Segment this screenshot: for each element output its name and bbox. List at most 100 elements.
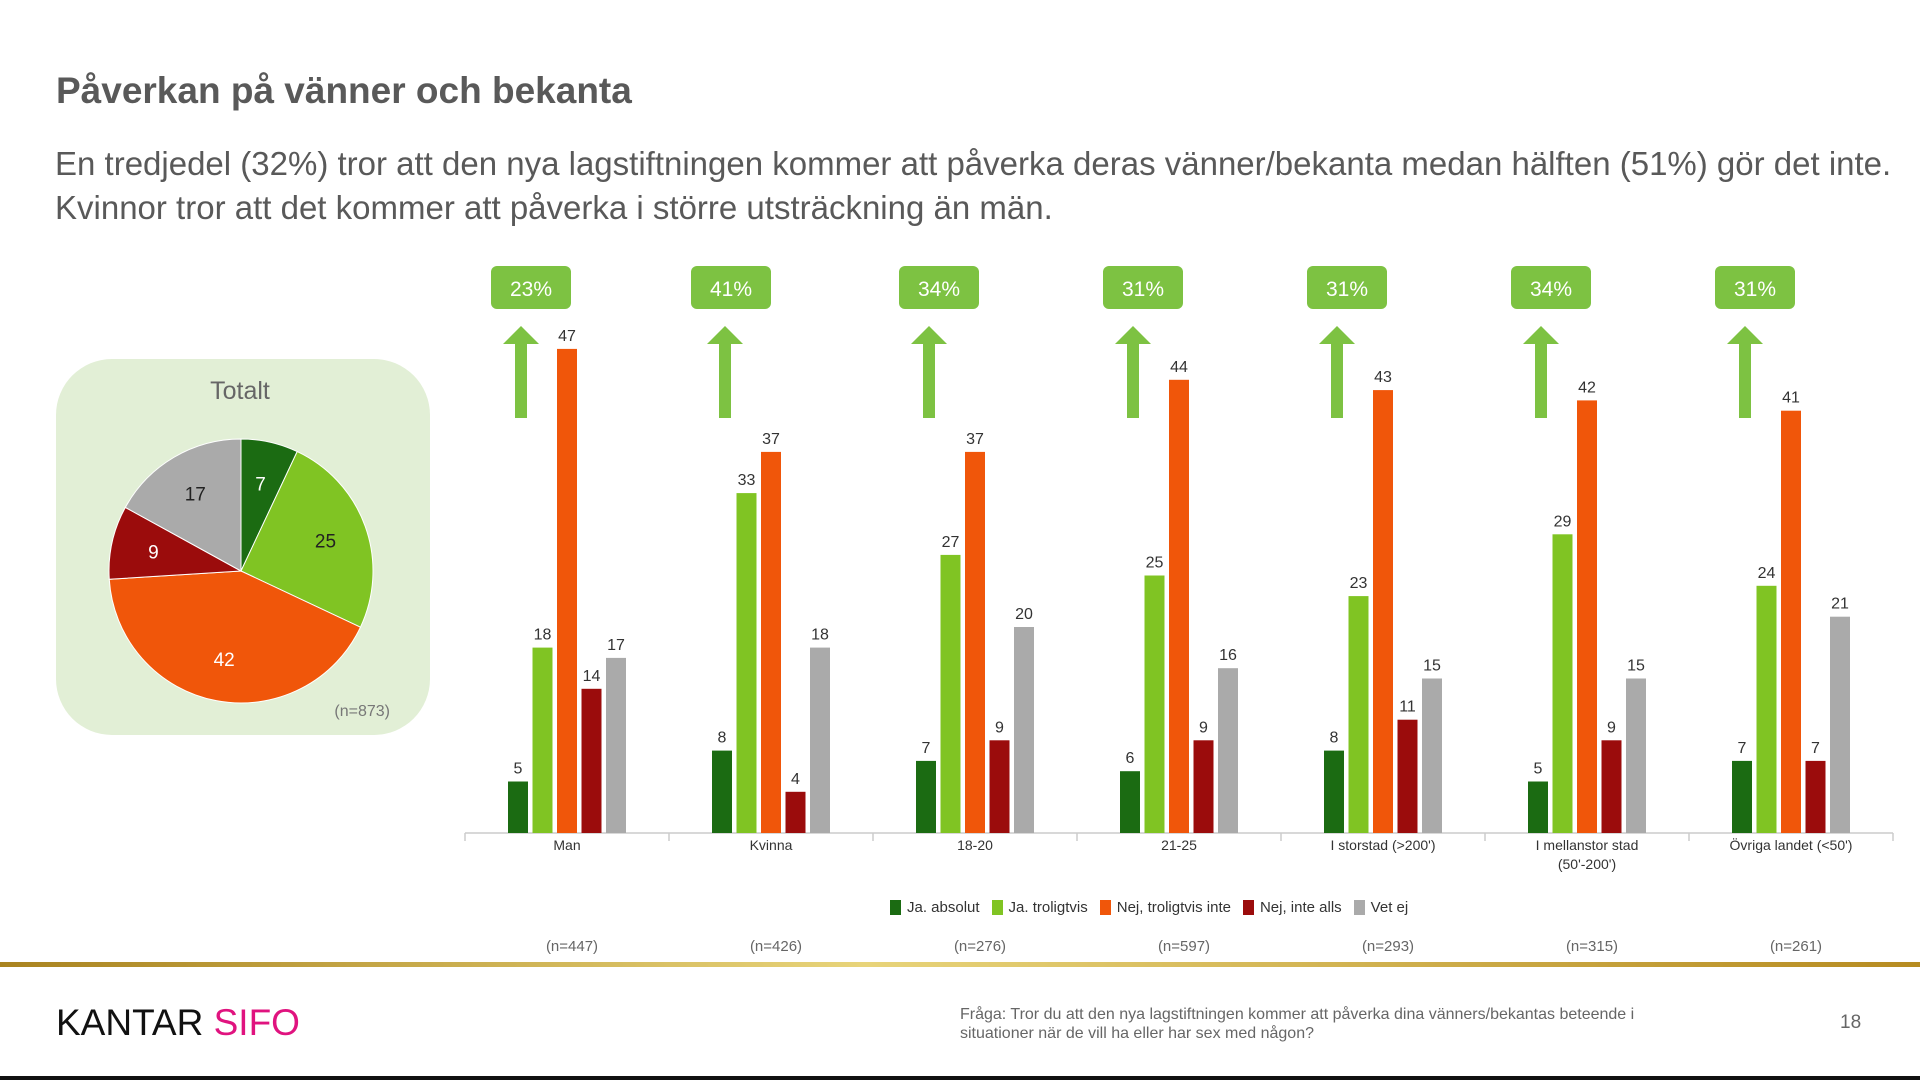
bar [940, 554, 961, 833]
sample-size-label: (n=597) [1158, 938, 1210, 955]
category-label: 18-20 [957, 837, 993, 853]
pie-sample-size: (n=873) [334, 703, 390, 720]
percent-badge-label: 31% [1734, 278, 1776, 301]
bar [1324, 750, 1344, 833]
category-label: Man [553, 837, 580, 853]
bar [1626, 678, 1646, 833]
category-label: 21-25 [1161, 837, 1197, 853]
bar [1193, 740, 1214, 833]
legend-swatch [890, 900, 901, 915]
category-label: (50'-200') [1558, 856, 1616, 872]
percent-badge-label: 31% [1122, 278, 1164, 301]
legend-item: Nej, troligtvis inte [1099, 899, 1231, 916]
up-arrow-icon [503, 326, 539, 418]
bar [508, 781, 528, 833]
bar [736, 493, 757, 833]
legend-item: Nej, inte alls [1242, 899, 1342, 916]
sample-size-label: (n=315) [1566, 938, 1618, 955]
category-label: I storstad (>200') [1331, 837, 1436, 853]
bar-value-label: 9 [1199, 719, 1208, 736]
bar-value-label: 11 [1399, 699, 1416, 716]
legend-swatch [1099, 900, 1111, 915]
up-arrow-icon [1115, 326, 1151, 418]
bar [1781, 410, 1801, 833]
legend-label: Ja. troligtvis [1008, 899, 1088, 916]
legend-swatch [1242, 900, 1254, 915]
bar-value-label: 9 [1607, 719, 1616, 736]
bar-value-label: 37 [762, 431, 780, 448]
bar [965, 451, 985, 833]
bar [1830, 616, 1850, 833]
bar-value-label: 23 [1350, 575, 1368, 592]
bar [557, 348, 577, 833]
bar [1120, 771, 1140, 833]
bar [1577, 400, 1597, 833]
bar-value-label: 33 [738, 472, 756, 489]
bar [810, 647, 830, 833]
bar-value-label: 29 [1554, 513, 1572, 530]
page-number: 18 [1840, 1012, 1862, 1033]
legend-label: Nej, inte alls [1259, 899, 1342, 916]
percent-badge [899, 266, 979, 309]
logo-sifo: SIFO [213, 1002, 300, 1043]
bar-value-label: 24 [1758, 565, 1776, 582]
bar-value-label: 14 [583, 668, 601, 685]
pie-slice-label: 42 [214, 650, 235, 671]
sample-size-label: (n=447) [546, 938, 598, 955]
up-arrow-icon [1523, 326, 1559, 418]
pie-slice [240, 450, 374, 628]
bottom-border [0, 1076, 1920, 1080]
percent-badge-label: 34% [1530, 278, 1572, 301]
bar-value-label: 41 [1782, 390, 1800, 407]
percent-badge [491, 266, 571, 309]
up-arrow-icon [911, 326, 947, 418]
bar [989, 740, 1010, 833]
logo-kantar: KANTAR [56, 1002, 204, 1043]
bar [1805, 760, 1826, 833]
legend-swatch [1353, 900, 1365, 915]
legend-item: Vet ej [1353, 899, 1408, 916]
sample-size-label: (n=293) [1362, 938, 1414, 955]
pie-title: Totalt [210, 377, 270, 405]
bar-value-label: 20 [1015, 606, 1033, 623]
bar-value-label: 6 [1126, 750, 1135, 767]
bar [1169, 379, 1189, 833]
pie-slice-label: 17 [185, 485, 206, 506]
category-label: Övriga landet (<50') [1730, 836, 1853, 853]
bar [1601, 740, 1622, 833]
bar [1014, 627, 1034, 833]
bar-value-label: 7 [922, 740, 931, 757]
bar [916, 760, 936, 833]
up-arrow-icon [1727, 326, 1763, 418]
bar [1218, 668, 1238, 833]
bar [1756, 585, 1777, 833]
bar [1144, 575, 1165, 833]
bar [761, 451, 781, 833]
legend-label: Ja. absolut [907, 899, 980, 916]
legend-item: Ja. absolut [890, 899, 980, 916]
bar [1397, 719, 1418, 833]
page-title: Påverkan på vänner och bekanta [56, 70, 632, 111]
bar-value-label: 43 [1374, 369, 1392, 386]
bar-value-label: 44 [1170, 359, 1188, 376]
bar-value-label: 15 [1627, 658, 1645, 675]
percent-badge [1715, 266, 1795, 309]
bar [581, 688, 602, 833]
percent-badge-label: 31% [1326, 278, 1368, 301]
bar-value-label: 4 [791, 771, 800, 788]
bar-value-label: 8 [718, 730, 727, 747]
bar-value-label: 8 [1330, 730, 1339, 747]
bar [1732, 760, 1752, 833]
bar [1373, 390, 1393, 833]
bar-value-label: 47 [558, 328, 576, 345]
percent-badge-label: 23% [510, 278, 552, 301]
sample-size-label: (n=261) [1770, 938, 1822, 955]
bar-value-label: 5 [514, 761, 523, 778]
bar [532, 647, 553, 833]
bar-value-label: 7 [1738, 740, 1747, 757]
bar-value-label: 18 [534, 627, 552, 644]
legend-item: Ja. troligtvis [991, 899, 1088, 916]
bar-value-label: 7 [1811, 740, 1820, 757]
bar-value-label: 5 [1534, 761, 1543, 778]
